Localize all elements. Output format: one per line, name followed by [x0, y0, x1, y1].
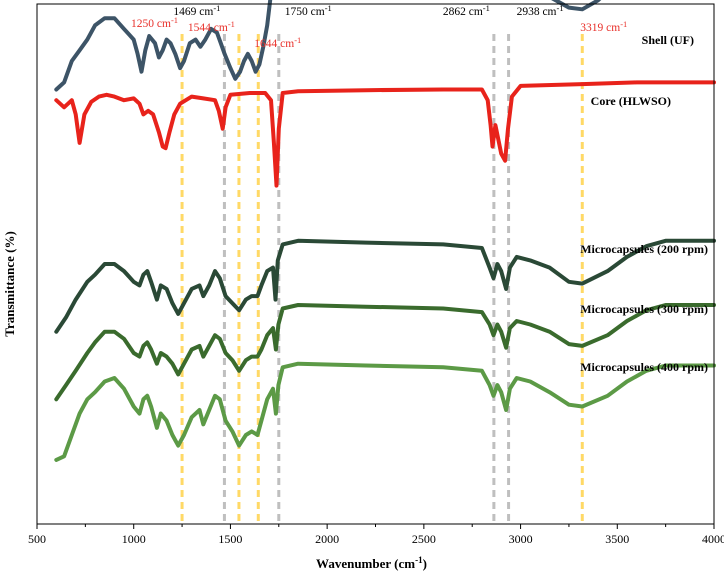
peak-label-1644: 1644 cm-1 — [254, 35, 301, 50]
x-tick-label-500: 500 — [28, 532, 46, 546]
x-axis-title: Wavenumber (cm-1) — [316, 555, 427, 571]
peak-label-1469: 1469 cm-1 — [173, 3, 220, 18]
axes: 500 1000 1500 2000 2500 3000 3500 4000 Wavenumbe… — [2, 3, 724, 571]
peak-label-1750: 1750 cm-1 — [285, 3, 332, 18]
series-label-4: Microcapsules (300 rpm) — [580, 302, 708, 316]
x-tick-label-4000: 4000 — [702, 532, 724, 546]
x-tick-label-2500: 2500 — [412, 532, 436, 546]
series-label-3: Microcapsules (200 rpm) — [580, 242, 708, 256]
peak-label-1544: 1544 cm-1 — [188, 19, 235, 34]
series-label-5: Microcapsules (400 rpm) — [580, 360, 708, 374]
peak-lines — [180, 34, 584, 522]
spectra — [54, 0, 716, 462]
y-axis-title: Transmittance (%) — [2, 231, 17, 337]
spectrum-line-5 — [54, 361, 716, 462]
spectrum-line-4 — [54, 303, 716, 402]
series-label-2: Core (HLWSO) — [591, 94, 671, 108]
spectrum-line-3 — [54, 238, 716, 334]
x-tick-label-2000: 2000 — [315, 532, 339, 546]
x-tick-label-1000: 1000 — [122, 532, 146, 546]
peak-label-3319: 3319 cm-1 — [580, 19, 627, 34]
peak-label-1250: 1250 cm-1 — [131, 15, 178, 30]
x-tick-label-3000: 3000 — [509, 532, 533, 546]
spectrum-line-1 — [54, 0, 602, 92]
peak-label-2862: 2862 cm-1 — [443, 3, 490, 18]
x-tick-label-3500: 3500 — [605, 532, 629, 546]
peak-label-2938: 2938 cm-1 — [517, 3, 564, 18]
series-label-1: Shell (UF) — [642, 33, 694, 47]
spectrum-line-2 — [54, 80, 716, 188]
x-tick-label-1500: 1500 — [218, 532, 242, 546]
